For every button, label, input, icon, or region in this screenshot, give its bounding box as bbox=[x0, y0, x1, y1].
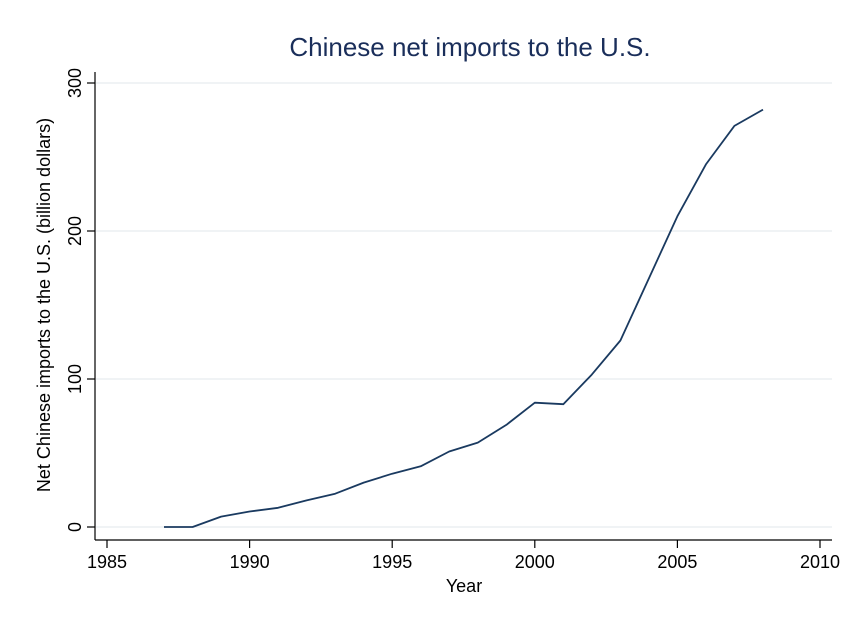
x-axis-label: Year bbox=[446, 576, 482, 596]
axes: 0 100 200 300 1985 1990 1995 2000 2005 2010 bbox=[65, 68, 840, 572]
x-tick-label: 1990 bbox=[230, 552, 270, 572]
chart-title: Chinese net imports to the U.S. bbox=[289, 32, 650, 62]
y-tick-label: 100 bbox=[65, 364, 85, 394]
x-tick-label: 2000 bbox=[515, 552, 555, 572]
series-layer bbox=[164, 108, 764, 528]
y-tick-label: 200 bbox=[65, 216, 85, 246]
x-tick-label: 1985 bbox=[87, 552, 127, 572]
x-tick-label: 2005 bbox=[657, 552, 697, 572]
x-tick-label: 1995 bbox=[372, 552, 412, 572]
series-line bbox=[164, 108, 764, 528]
y-tick-label: 0 bbox=[65, 522, 85, 532]
y-axis-label: Net Chinese imports to the U.S. (billion… bbox=[34, 118, 54, 492]
y-tick-label: 300 bbox=[65, 68, 85, 98]
grid-lines bbox=[96, 82, 832, 528]
x-tick-label: 2010 bbox=[800, 552, 840, 572]
